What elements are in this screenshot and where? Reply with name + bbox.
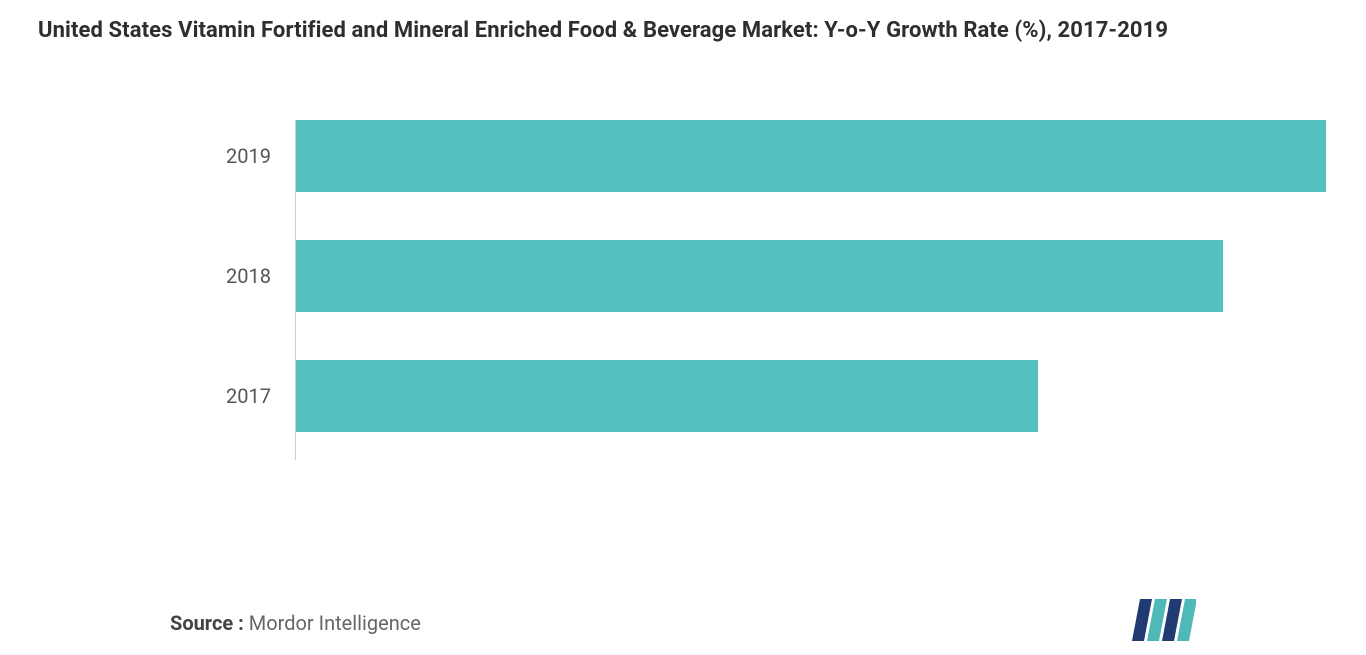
bar-label: 2019	[0, 144, 283, 168]
mordor-logo-icon	[1132, 599, 1196, 641]
bar-row-2018: 2018	[0, 240, 1366, 312]
bar-label: 2017	[0, 384, 283, 408]
source-label: Source :	[170, 611, 244, 635]
bar-row-2019: 2019	[0, 120, 1366, 192]
bar-label: 2018	[0, 264, 283, 288]
source-attribution: Source : Mordor Intelligence	[170, 611, 421, 635]
source-name: Mordor Intelligence	[249, 611, 421, 635]
chart-area: 2019 2018 2017	[0, 120, 1366, 480]
bar-2018	[296, 240, 1223, 312]
bar-row-2017: 2017	[0, 360, 1366, 432]
bar-2017	[296, 360, 1038, 432]
bar-2019	[296, 120, 1326, 192]
chart-title: United States Vitamin Fortified and Mine…	[38, 18, 1336, 43]
